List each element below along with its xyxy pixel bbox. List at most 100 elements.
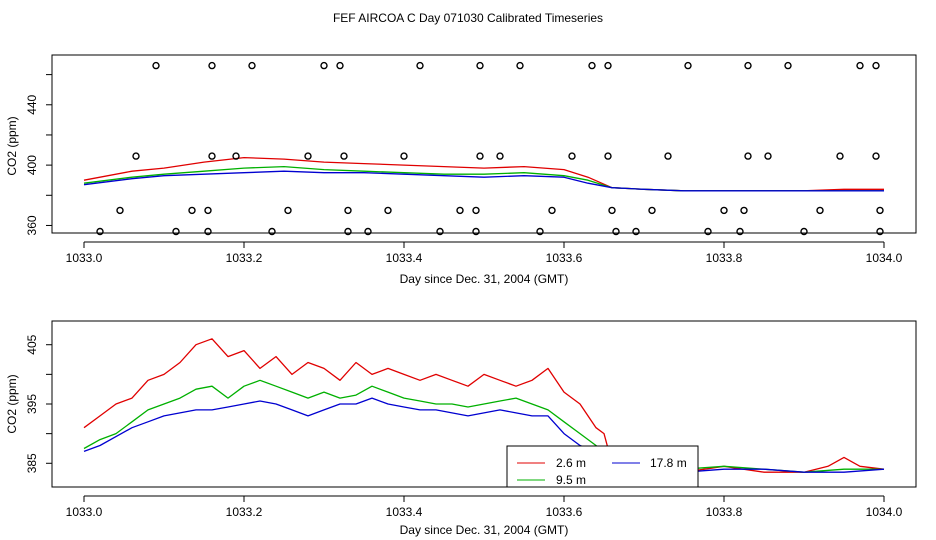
bottom-series-group	[83, 338, 885, 473]
calibration-point	[268, 227, 276, 236]
calibration-point	[740, 206, 748, 215]
top-series-line-9-5-m	[83, 165, 884, 192]
top-series-line-17-8-m	[83, 170, 884, 192]
calibration-point	[344, 206, 352, 215]
calibration-point	[344, 227, 352, 236]
calibration-point	[152, 61, 160, 70]
calibration-point	[876, 206, 884, 215]
calibration-point	[588, 61, 596, 70]
calibration-point	[364, 227, 372, 236]
bottom-x-tick-label: 1033.0	[66, 505, 103, 519]
top-series-group	[83, 156, 884, 192]
calibration-point	[816, 206, 824, 215]
calibration-point	[744, 152, 752, 160]
calibration-point	[384, 206, 392, 215]
bottom-panel: 1033.0 1033.2 1033.4 1033.6 1033.8 1034.0 385…	[5, 320, 917, 537]
calibration-point	[684, 61, 692, 70]
calibration-point	[248, 61, 256, 70]
bottom-x-tick-label: 1034.0	[866, 505, 903, 519]
top-x-tick-label: 1034.0	[866, 251, 903, 265]
calibration-point	[536, 227, 544, 236]
bottom-series-line-2-6-m	[83, 338, 885, 473]
top-plot-frame	[51, 54, 917, 234]
calibration-point	[632, 227, 640, 236]
top-x-tick-label: 1033.4	[386, 251, 423, 265]
top-panel: 1033.0 1033.2 1033.4 1033.6 1033.8 1034.0 360…	[5, 54, 917, 286]
calibration-point	[764, 152, 772, 160]
top-x-axis-label: Day since Dec. 31, 2004 (GMT)	[400, 272, 569, 286]
calibration-point	[284, 206, 292, 215]
top-y-tick-label: 440	[25, 94, 39, 114]
calibration-point	[856, 61, 864, 70]
legend: 2.6 m 9.5 m 17.8 m	[506, 445, 699, 488]
calibration-point	[872, 152, 880, 160]
calibration-point	[456, 206, 464, 215]
top-x-tick-label: 1033.6	[546, 251, 583, 265]
top-x-tick-label: 1033.0	[66, 251, 103, 265]
calibration-point	[116, 206, 124, 215]
calibration-point	[204, 206, 212, 215]
calibration-point	[416, 61, 424, 70]
bottom-y-tick-label: 385	[25, 453, 39, 473]
bottom-series-line-9-5-m	[83, 379, 884, 473]
calibration-point	[132, 152, 140, 160]
calibration-point	[836, 152, 844, 160]
bottom-y-axis: 385 395 405	[25, 334, 53, 473]
bottom-y-axis-label: CO2 (ppm)	[5, 374, 19, 433]
bottom-x-tick-label: 1033.8	[706, 505, 743, 519]
top-x-tick-label: 1033.2	[226, 251, 263, 265]
calibration-point	[604, 61, 612, 70]
bottom-x-tick-label: 1033.4	[386, 505, 423, 519]
calibration-point	[604, 152, 612, 160]
calibration-point	[784, 61, 792, 70]
calibration-point	[172, 227, 180, 236]
calibration-point	[648, 206, 656, 215]
chart-title: FEF AIRCOA C Day 071030 Calibrated Times…	[333, 11, 603, 25]
calibration-point	[608, 206, 616, 215]
top-y-tick-label: 360	[25, 215, 39, 235]
calibration-point	[720, 206, 728, 215]
calibration-point	[472, 206, 480, 215]
top-y-tick-label: 400	[25, 155, 39, 175]
calibration-point	[872, 61, 880, 70]
calibration-point	[744, 61, 752, 70]
bottom-x-axis: 1033.0 1033.2 1033.4 1033.6 1033.8 1034.0	[66, 495, 903, 519]
calibration-point	[516, 61, 524, 70]
calibration-point	[436, 227, 444, 236]
legend-label-2-6m: 2.6 m	[556, 456, 586, 470]
calibration-point	[208, 61, 216, 70]
calibration-point	[400, 152, 408, 160]
bottom-x-axis-label: Day since Dec. 31, 2004 (GMT)	[400, 523, 569, 537]
bottom-y-tick-label: 395	[25, 394, 39, 414]
calibration-point	[736, 227, 744, 236]
calibration-point	[208, 152, 216, 160]
calibration-point	[232, 152, 240, 160]
calibration-point	[476, 61, 484, 70]
legend-label-9-5m: 9.5 m	[556, 473, 586, 487]
calibration-point	[548, 206, 556, 215]
top-x-tick-label: 1033.8	[706, 251, 743, 265]
calibration-point	[876, 227, 884, 236]
calibration-point	[96, 227, 104, 236]
top-y-axis: 360 400 440	[25, 74, 53, 235]
calibration-point	[568, 152, 576, 160]
calibration-point	[612, 227, 620, 236]
calibration-point	[188, 206, 196, 215]
calibration-point	[476, 152, 484, 160]
calibration-point	[204, 227, 212, 236]
calibration-point	[664, 152, 672, 160]
calibration-point	[304, 152, 312, 160]
calibration-point	[340, 152, 348, 160]
calibration-point	[800, 227, 808, 236]
bottom-x-tick-label: 1033.6	[546, 505, 583, 519]
calibration-point	[704, 227, 712, 236]
calibration-point	[336, 61, 344, 70]
bottom-y-tick-label: 405	[25, 334, 39, 354]
top-x-axis: 1033.0 1033.2 1033.4 1033.6 1033.8 1034.0	[66, 241, 903, 265]
legend-label-17-8m: 17.8 m	[650, 456, 687, 470]
calibration-point	[496, 152, 504, 160]
bottom-series-line-17-8-m	[83, 397, 885, 473]
bottom-x-tick-label: 1033.2	[226, 505, 263, 519]
calibration-point	[472, 227, 480, 236]
